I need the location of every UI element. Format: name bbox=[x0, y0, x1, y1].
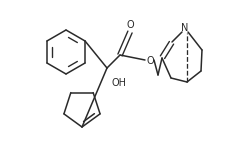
Text: OH: OH bbox=[111, 78, 126, 88]
Text: N: N bbox=[181, 23, 188, 33]
Text: O: O bbox=[146, 56, 153, 66]
Text: O: O bbox=[126, 20, 133, 30]
